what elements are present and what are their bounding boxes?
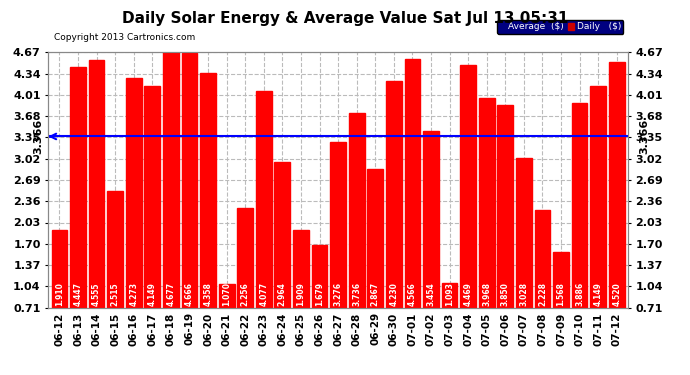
Text: 1.093: 1.093: [445, 282, 454, 306]
Bar: [163, 52, 179, 353]
Bar: [460, 66, 476, 353]
Legend: Average  ($), Daily   ($): Average ($), Daily ($): [497, 20, 623, 33]
Text: 1.070: 1.070: [222, 282, 231, 306]
Text: 1.910: 1.910: [55, 282, 64, 306]
Text: 2.256: 2.256: [241, 282, 250, 306]
Text: 4.149: 4.149: [593, 282, 602, 306]
Text: 1.909: 1.909: [297, 282, 306, 306]
Bar: [348, 112, 364, 353]
Text: 3.028: 3.028: [520, 282, 529, 306]
Text: 4.520: 4.520: [612, 282, 621, 306]
Bar: [497, 105, 513, 353]
Bar: [293, 230, 309, 353]
Text: 4.273: 4.273: [129, 282, 138, 306]
Text: 3.366: 3.366: [640, 119, 649, 154]
Text: 2.515: 2.515: [110, 282, 119, 306]
Text: 4.447: 4.447: [74, 282, 83, 306]
Bar: [386, 81, 402, 353]
Text: 4.077: 4.077: [259, 282, 268, 306]
Bar: [572, 103, 587, 353]
Bar: [181, 53, 197, 353]
Bar: [423, 131, 439, 353]
Text: Daily Solar Energy & Average Value Sat Jul 13 05:31: Daily Solar Energy & Average Value Sat J…: [122, 11, 568, 26]
Bar: [200, 73, 216, 353]
Text: 3.886: 3.886: [575, 282, 584, 306]
Bar: [89, 60, 104, 353]
Text: 4.149: 4.149: [148, 282, 157, 306]
Text: 3.850: 3.850: [501, 282, 510, 306]
Text: 4.358: 4.358: [204, 282, 213, 306]
Text: 3.736: 3.736: [352, 282, 361, 306]
Text: 4.666: 4.666: [185, 282, 194, 306]
Bar: [553, 252, 569, 353]
Bar: [126, 78, 141, 353]
Bar: [312, 245, 328, 353]
Text: 4.555: 4.555: [92, 282, 101, 306]
Bar: [609, 62, 624, 353]
Bar: [535, 210, 551, 353]
Text: 3.276: 3.276: [333, 282, 343, 306]
Bar: [256, 91, 272, 353]
Text: 3.968: 3.968: [482, 282, 491, 306]
Text: 2.867: 2.867: [371, 282, 380, 306]
Bar: [219, 284, 235, 353]
Text: 2.964: 2.964: [278, 282, 287, 306]
Text: 4.677: 4.677: [166, 282, 175, 306]
Bar: [404, 59, 420, 353]
Bar: [516, 158, 532, 353]
Bar: [275, 162, 290, 353]
Bar: [107, 191, 123, 353]
Bar: [70, 67, 86, 353]
Text: 3.366: 3.366: [34, 119, 43, 154]
Text: 1.568: 1.568: [557, 282, 566, 306]
Bar: [144, 86, 160, 353]
Text: 4.469: 4.469: [464, 282, 473, 306]
Bar: [479, 98, 495, 353]
Bar: [367, 169, 383, 353]
Text: 1.679: 1.679: [315, 282, 324, 306]
Bar: [331, 142, 346, 353]
Text: 3.454: 3.454: [426, 282, 435, 306]
Bar: [52, 230, 68, 353]
Text: 4.230: 4.230: [389, 282, 398, 306]
Text: Copyright 2013 Cartronics.com: Copyright 2013 Cartronics.com: [54, 33, 195, 42]
Bar: [442, 283, 457, 353]
Text: 4.566: 4.566: [408, 282, 417, 306]
Text: 2.228: 2.228: [538, 282, 547, 306]
Bar: [590, 86, 606, 353]
Bar: [237, 208, 253, 353]
